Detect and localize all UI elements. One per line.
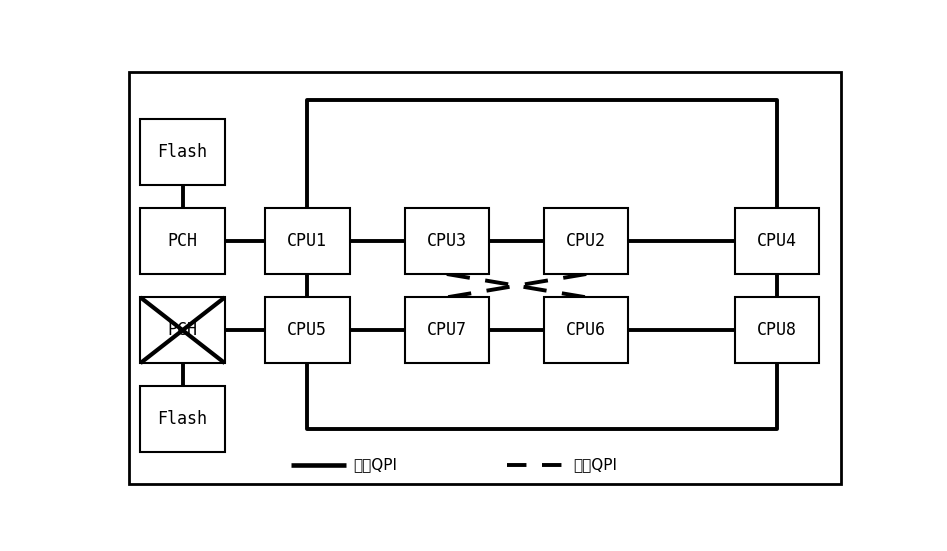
Text: CPU1: CPU1 [287, 232, 328, 250]
Text: 板间QPI: 板间QPI [574, 457, 617, 472]
Bar [265, 208, 349, 274]
Bar [140, 386, 224, 452]
Bar [404, 208, 489, 274]
Text: CPU6: CPU6 [566, 321, 606, 339]
Bar [544, 208, 629, 274]
Text: Flash: Flash [157, 410, 207, 428]
Text: CPU4: CPU4 [757, 232, 797, 250]
Text: PCH: PCH [168, 321, 198, 339]
Text: CPU3: CPU3 [427, 232, 467, 250]
Bar [265, 298, 349, 363]
Bar [404, 298, 489, 363]
Bar [140, 298, 224, 363]
Text: PCH: PCH [168, 232, 198, 250]
Bar [140, 119, 224, 185]
Bar [735, 298, 819, 363]
Bar [735, 208, 819, 274]
Text: CPU5: CPU5 [287, 321, 328, 339]
Text: CPU7: CPU7 [427, 321, 467, 339]
Bar [140, 208, 224, 274]
Text: 板内QPI: 板内QPI [353, 457, 397, 472]
Bar [544, 298, 629, 363]
Text: Flash: Flash [157, 143, 207, 161]
Text: CPU8: CPU8 [757, 321, 797, 339]
Text: CPU2: CPU2 [566, 232, 606, 250]
